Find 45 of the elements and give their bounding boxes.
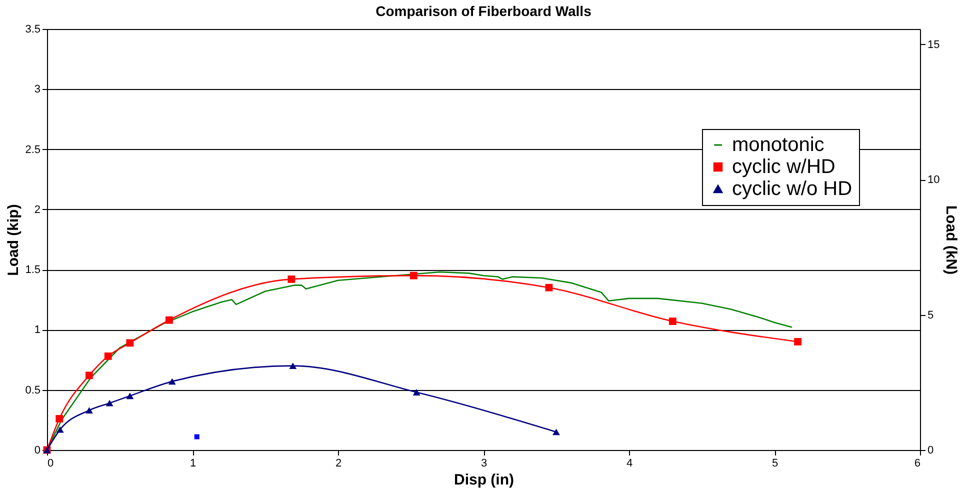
point: [85, 407, 93, 414]
point: [410, 272, 418, 280]
x-tick-label: 5: [772, 458, 778, 470]
y-tick-label: 3: [34, 84, 40, 96]
y-tick-label: 2.5: [25, 144, 40, 156]
y2-axis-title: Load (kN): [942, 205, 960, 275]
y-tick-label: 0: [34, 444, 40, 456]
x-axis-title: Disp (in): [454, 472, 514, 488]
y2-tick-label: 15: [928, 38, 940, 51]
point: [126, 339, 134, 347]
point: [166, 316, 173, 324]
legend-label: cyclic w/HD: [732, 156, 836, 178]
x-tick-label: 4: [626, 458, 633, 470]
y-tick-label: 0.5: [25, 384, 40, 396]
point: [56, 426, 64, 433]
y-tick-label: 2: [34, 204, 40, 216]
point: [85, 372, 93, 380]
x-tick-label: 2: [335, 458, 342, 470]
point: [552, 428, 560, 436]
y-tick-label: 3.5: [25, 24, 40, 36]
point: [168, 378, 176, 385]
point: [545, 284, 553, 292]
point: [104, 352, 112, 360]
chart-title: Comparison of Fiberboard Walls: [376, 3, 592, 19]
point: [289, 362, 297, 370]
y2-tick-label: 0: [928, 444, 934, 456]
x-tick-label: 3: [480, 458, 488, 470]
x-tick-label: 1: [190, 458, 196, 470]
legend-label: cyclic w/o HD: [732, 178, 852, 200]
point: [126, 392, 134, 400]
point: [288, 275, 296, 283]
point: [794, 338, 802, 346]
point: [412, 389, 420, 396]
legend-label: monotonic: [732, 134, 824, 156]
point: [106, 400, 114, 406]
y-tick-label: 1: [34, 324, 40, 336]
x-tick-label: 0: [48, 458, 54, 470]
point: [56, 415, 64, 422]
y-tick-label: 1.5: [25, 264, 40, 276]
y-axis-title: Load (kip): [5, 204, 22, 276]
x-tick-label: 6: [914, 458, 920, 470]
y2-tick-label: 5: [928, 309, 934, 322]
point: [194, 434, 200, 440]
point: [668, 318, 676, 325]
y2-tick-label: 10: [928, 174, 940, 186]
